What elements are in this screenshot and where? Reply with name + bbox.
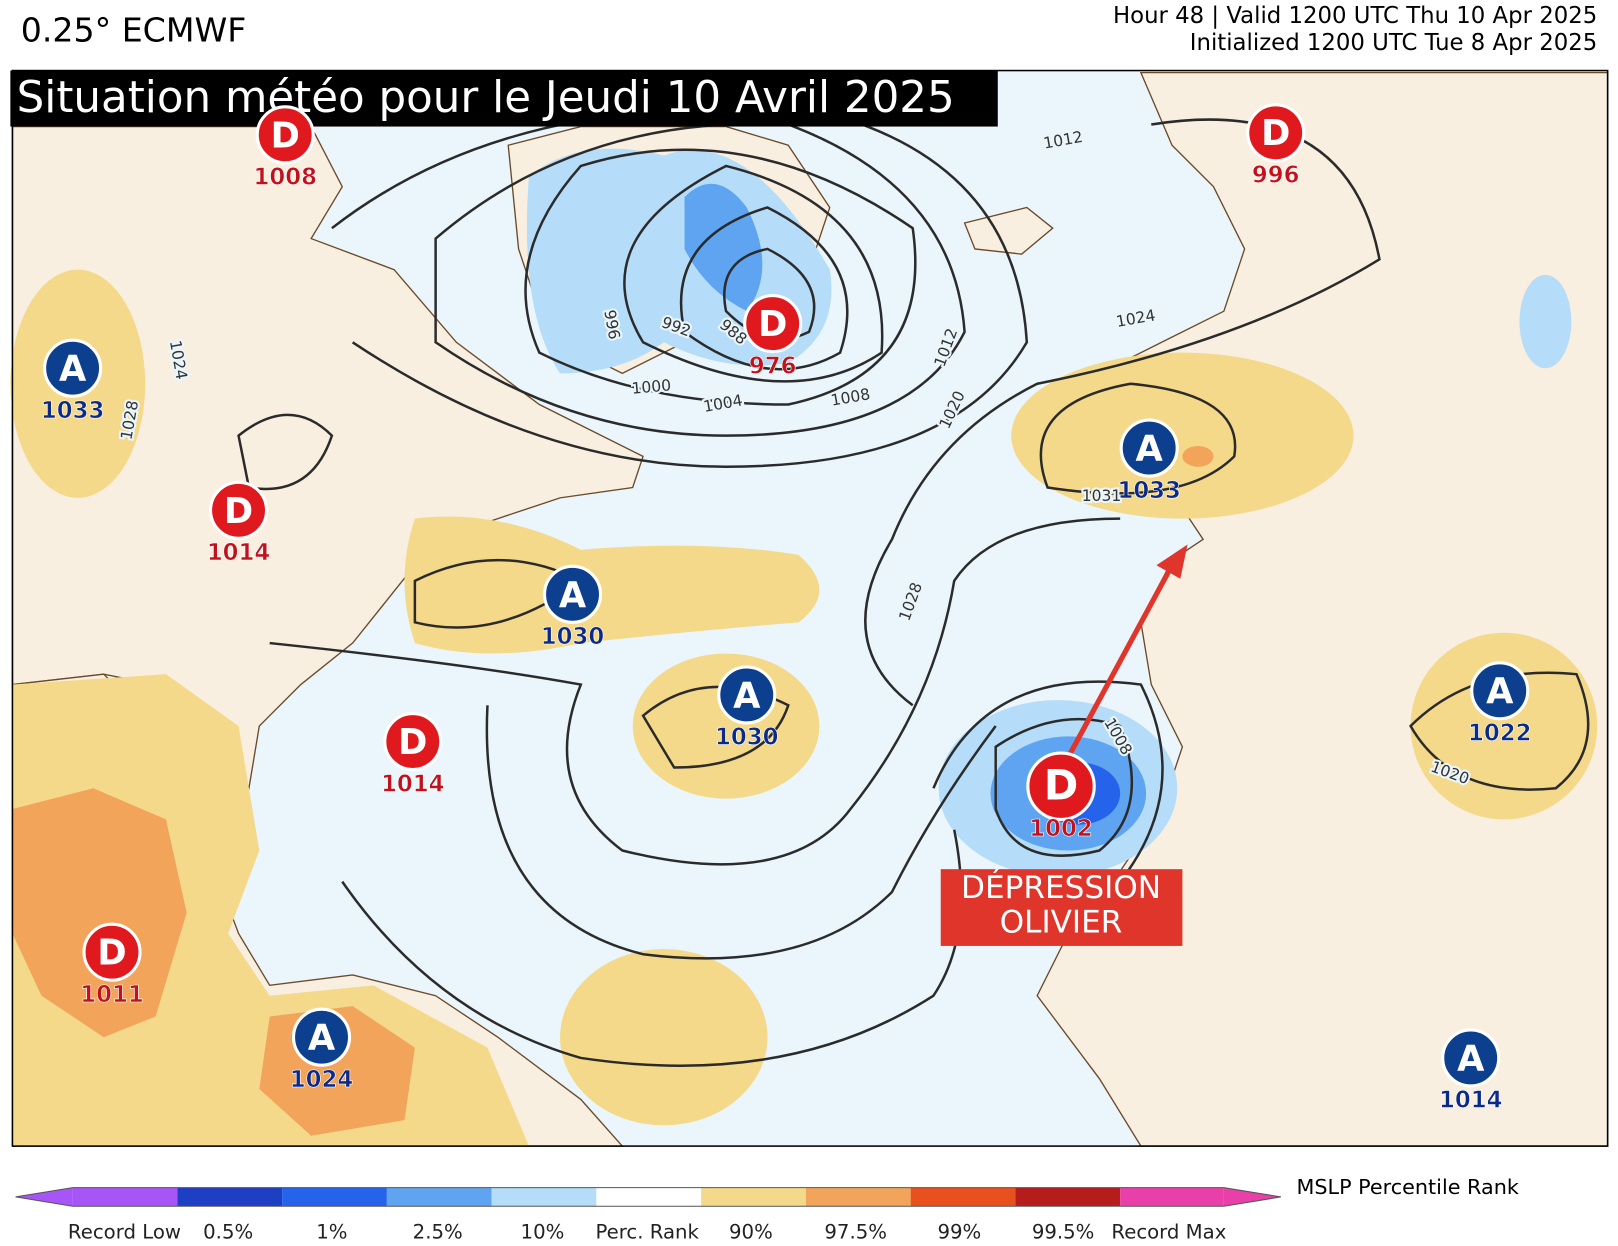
center-pressure: 1022 <box>1468 721 1531 747</box>
legend-label: Record Low <box>68 1220 181 1243</box>
center-pressure: 1011 <box>80 982 143 1008</box>
center-symbol: D <box>758 304 787 345</box>
center-pressure: 1030 <box>541 624 604 650</box>
center-symbol: A <box>1136 429 1164 470</box>
center-pressure: 1024 <box>290 1067 353 1093</box>
center-marker <box>82 922 142 982</box>
center-marker <box>383 712 443 772</box>
legend-label: 10% <box>521 1220 565 1243</box>
annotation-line: DÉPRESSION <box>961 868 1161 906</box>
legend-label: 2.5% <box>413 1220 463 1243</box>
center-symbol: D <box>97 933 126 974</box>
center-pressure: 1030 <box>715 725 778 751</box>
isobar-label: 1000 <box>631 376 672 397</box>
center-marker <box>43 338 103 398</box>
center-symbol: A <box>1486 671 1514 712</box>
center-symbol: A <box>308 1018 336 1059</box>
legend-label: 99.5% <box>1032 1220 1095 1243</box>
center-pressure: 996 <box>1252 163 1300 189</box>
center-symbol: A <box>59 349 87 390</box>
isobar-label: 1031 <box>1082 487 1122 505</box>
title: Situation météo pour le Jeudi 10 Avril 2… <box>17 73 955 123</box>
center-marker <box>542 564 603 624</box>
legend-labels: Record Low 0.5% 1% 2.5% 10% Perc. Rank 90% 97.5… <box>68 1220 1226 1243</box>
isobar-label: 996 <box>600 309 623 341</box>
center-symbol: D <box>1044 761 1078 810</box>
legend-label: 97.5% <box>824 1220 887 1243</box>
annotation-box <box>940 869 1183 946</box>
center-marker <box>1026 751 1096 821</box>
center-pressure: 1014 <box>207 540 270 566</box>
center-pressure: 1014 <box>1439 1088 1502 1114</box>
center-symbol: D <box>398 722 427 763</box>
legend-label: Record Max <box>1111 1220 1226 1243</box>
center-pressure: 1033 <box>1117 478 1180 504</box>
legend-title: MSLP Percentile Rank <box>1296 1175 1518 1199</box>
center-marker <box>1246 103 1306 163</box>
title-box <box>10 70 998 127</box>
center-marker <box>743 294 803 354</box>
pressure-centers: D 1008 D 996 A 1033 D 976 D 1014 A 1033 A 1030 A 1030 D 1… <box>41 103 1532 1114</box>
center-marker <box>1470 661 1530 721</box>
model-name: 0.25° ECMWF <box>21 11 247 50</box>
valid-time: Hour 48 | Valid 1200 UTC Thu 10 Apr 2025 <box>1113 3 1597 29</box>
legend-label: 90% <box>729 1220 773 1243</box>
annotation-line: OLIVIER <box>1000 904 1123 940</box>
iceland <box>963 206 1054 255</box>
center-symbol: D <box>271 115 300 156</box>
center-marker <box>208 480 269 540</box>
center-marker <box>1441 1028 1501 1088</box>
center-marker <box>255 105 315 165</box>
center-marker <box>1119 418 1179 478</box>
init-time: Initialized 1200 UTC Tue 8 Apr 2025 <box>1190 30 1597 56</box>
arrow-head <box>1156 544 1188 579</box>
center-marker <box>291 1007 352 1067</box>
center-symbol: D <box>1261 113 1290 154</box>
center-symbol: A <box>1457 1038 1485 1079</box>
center-pressure: 976 <box>749 353 797 379</box>
legend-label: 99% <box>938 1220 982 1243</box>
center-pressure: 1002 <box>1029 816 1092 842</box>
center-marker <box>717 665 777 725</box>
center-symbol: D <box>224 491 253 532</box>
center-pressure: 1014 <box>381 771 444 797</box>
legend-label: 1% <box>316 1220 347 1243</box>
center-pressure: 1033 <box>41 398 104 424</box>
track-arrow <box>1066 564 1175 759</box>
legend-label: 0.5% <box>203 1220 253 1243</box>
center-pressure: 1008 <box>253 165 316 191</box>
legend-label: Perc. Rank <box>595 1220 699 1243</box>
colorbar <box>15 1187 1282 1207</box>
center-symbol: A <box>733 675 761 716</box>
center-symbol: A <box>559 575 587 616</box>
